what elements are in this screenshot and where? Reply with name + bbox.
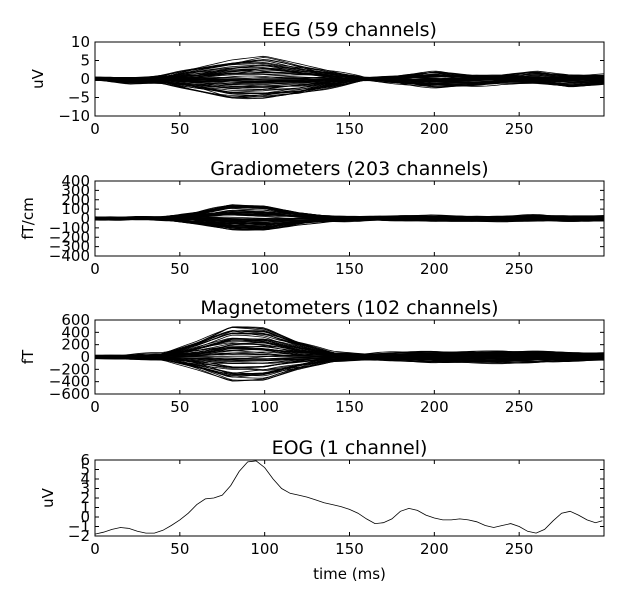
x-tick-label: 100 — [250, 260, 279, 278]
chart-title: Magnetometers (102 channels) — [200, 297, 498, 319]
x-tick-label: 50 — [170, 120, 189, 138]
y-tick-label: −2 — [68, 527, 90, 545]
channel-trace — [95, 356, 604, 377]
chart-title: EEG (59 channels) — [262, 19, 437, 41]
y-tick-label: 5 — [80, 461, 90, 479]
y-tick-label: 100 — [61, 200, 90, 218]
x-tick-label: 0 — [90, 540, 100, 558]
y-tick-label: 6 — [80, 451, 90, 469]
x-tick-label: 250 — [505, 260, 534, 278]
channel-trace — [95, 67, 604, 81]
x-tick-label: 50 — [170, 260, 189, 278]
y-tick-label: 600 — [61, 311, 90, 329]
plot-frame — [94, 459, 605, 537]
channel-trace — [95, 207, 604, 219]
y-tick-label: −400 — [49, 373, 90, 391]
channel-trace — [95, 339, 604, 358]
x-tick-label: 150 — [335, 398, 364, 416]
y-tick-label: 0 — [80, 70, 90, 88]
y-tick-label: −200 — [49, 360, 90, 378]
x-tick-label: 200 — [420, 398, 449, 416]
x-tick-label: 150 — [335, 120, 364, 138]
trace-group — [95, 204, 604, 231]
y-tick-label: 10 — [71, 33, 90, 51]
y-axis-label: uV — [39, 487, 57, 508]
y-tick-label: 0 — [80, 210, 90, 228]
y-tick-label: −200 — [49, 228, 90, 246]
x-tick-label: 250 — [505, 398, 534, 416]
y-axis-label: fT/cm — [19, 197, 37, 239]
x-tick-label: 0 — [90, 260, 100, 278]
trace-group — [95, 460, 603, 535]
x-tick-label: 100 — [250, 540, 279, 558]
chart-title: EOG (1 channel) — [272, 437, 428, 459]
y-tick-label: 5 — [80, 52, 90, 70]
x-tick-label: 0 — [90, 398, 100, 416]
x-tick-label: 50 — [170, 398, 189, 416]
x-tick-label: 100 — [250, 120, 279, 138]
chart-panel-3: EOG (1 channel)0 50 100 150 200 250−2−1012345… — [39, 437, 605, 583]
trace-group — [95, 55, 604, 100]
channel-trace — [95, 78, 604, 86]
x-tick-label: 50 — [170, 540, 189, 558]
chart-panel-1: Gradiometers (203 channels) 0 50 100 150 200 2… — [19, 158, 605, 278]
x-tick-label: 250 — [505, 540, 534, 558]
y-tick-label: 0 — [80, 508, 90, 526]
x-tick-label: 150 — [335, 260, 364, 278]
y-tick-label: −600 — [49, 385, 90, 403]
y-tick-label: 4 — [80, 470, 90, 488]
channel-trace — [95, 345, 604, 358]
channel-trace — [95, 350, 604, 359]
y-tick-label: −1 — [68, 518, 90, 536]
y-tick-label: −10 — [58, 107, 90, 125]
y-tick-label: 0 — [80, 348, 90, 366]
chart-panel-0: EEG (59 channels)0 50 100 150 200 250−10−5051… — [29, 19, 605, 138]
x-tick-label: 200 — [420, 540, 449, 558]
x-tick-label: 100 — [250, 398, 279, 416]
y-tick-label: 3 — [80, 480, 90, 498]
chart-title: Gradiometers (203 channels) — [210, 158, 488, 180]
y-tick-label: 200 — [61, 336, 90, 354]
chart-panel-2: Magnetometers (102 channels) 0 50 100 150 200… — [19, 297, 605, 416]
y-tick-label: −5 — [68, 89, 90, 107]
y-tick-label: −100 — [49, 219, 90, 237]
x-tick-label: 200 — [420, 260, 449, 278]
y-axis-label: fT — [19, 349, 37, 364]
x-axis-label: time (ms) — [313, 565, 386, 583]
trace-group — [95, 326, 604, 382]
y-tick-label: −300 — [49, 238, 90, 256]
x-tick-label: 150 — [335, 540, 364, 558]
y-tick-label: 1 — [80, 499, 90, 517]
y-axis-label: uV — [29, 68, 47, 89]
eog-trace — [95, 460, 603, 535]
y-tick-label: 200 — [61, 191, 90, 209]
y-tick-label: 400 — [61, 323, 90, 341]
x-tick-label: 0 — [90, 120, 100, 138]
channel-trace — [95, 77, 604, 99]
x-tick-label: 200 — [420, 120, 449, 138]
y-tick-label: 400 — [61, 172, 90, 190]
y-tick-label: −400 — [49, 247, 90, 265]
x-tick-label: 250 — [505, 120, 534, 138]
channel-trace — [95, 216, 604, 222]
y-tick-label: 2 — [80, 489, 90, 507]
channel-trace — [95, 59, 604, 80]
y-tick-label: 300 — [61, 181, 90, 199]
